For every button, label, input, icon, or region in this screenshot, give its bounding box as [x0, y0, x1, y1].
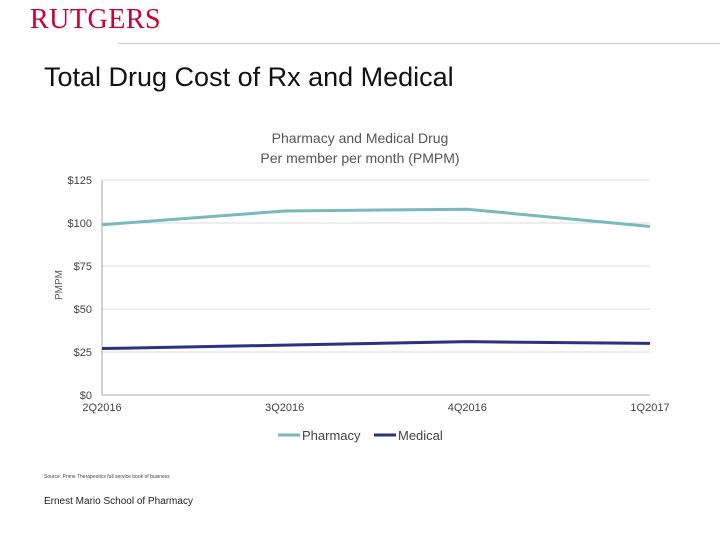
chart-title: Pharmacy and Medical Drug [272, 130, 449, 146]
legend-label: Pharmacy [302, 428, 361, 443]
y-axis-label: PMPM [54, 270, 65, 300]
series-lines [101, 207, 651, 351]
series-line-medical [101, 340, 651, 351]
y-tick-label: $75 [74, 261, 92, 273]
series-line-pharmacy [101, 207, 651, 228]
source-note: Source: Prime Therapeutics full service … [44, 474, 170, 480]
rutgers-logo: RUTGERS [30, 4, 162, 35]
x-axis-ticks: 2Q2016 3Q2016 4Q2016 1Q2017 [82, 402, 669, 414]
x-tick-label: 4Q2016 [448, 402, 487, 414]
header-divider [118, 43, 720, 44]
slide-title: Total Drug Cost of Rx and Medical [44, 62, 454, 92]
x-tick-label: 3Q2016 [265, 402, 304, 414]
legend: Pharmacy Medical [278, 428, 443, 443]
gridlines [101, 179, 650, 396]
y-tick-label: $50 [74, 304, 92, 316]
x-tick-label: 1Q2017 [630, 402, 669, 414]
x-tick-label: 2Q2016 [82, 402, 121, 414]
line-chart: Pharmacy and Medical Drug Per member per… [54, 130, 670, 443]
y-tick-label: $100 [68, 218, 92, 230]
y-tick-label: $25 [74, 347, 92, 359]
legend-label: Medical [398, 428, 443, 443]
y-tick-label: $125 [68, 175, 92, 187]
footer-school-name: Ernest Mario School of Pharmacy [44, 496, 193, 507]
y-axis-ticks: $0 $25 $50 $75 $100 $125 [68, 175, 92, 402]
y-tick-label: $0 [80, 390, 92, 402]
chart-subtitle: Per member per month (PMPM) [260, 150, 459, 166]
